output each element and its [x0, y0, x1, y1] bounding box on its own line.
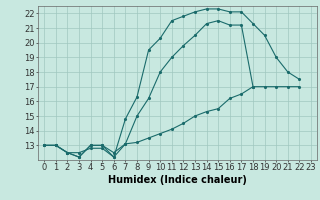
X-axis label: Humidex (Indice chaleur): Humidex (Indice chaleur): [108, 175, 247, 185]
